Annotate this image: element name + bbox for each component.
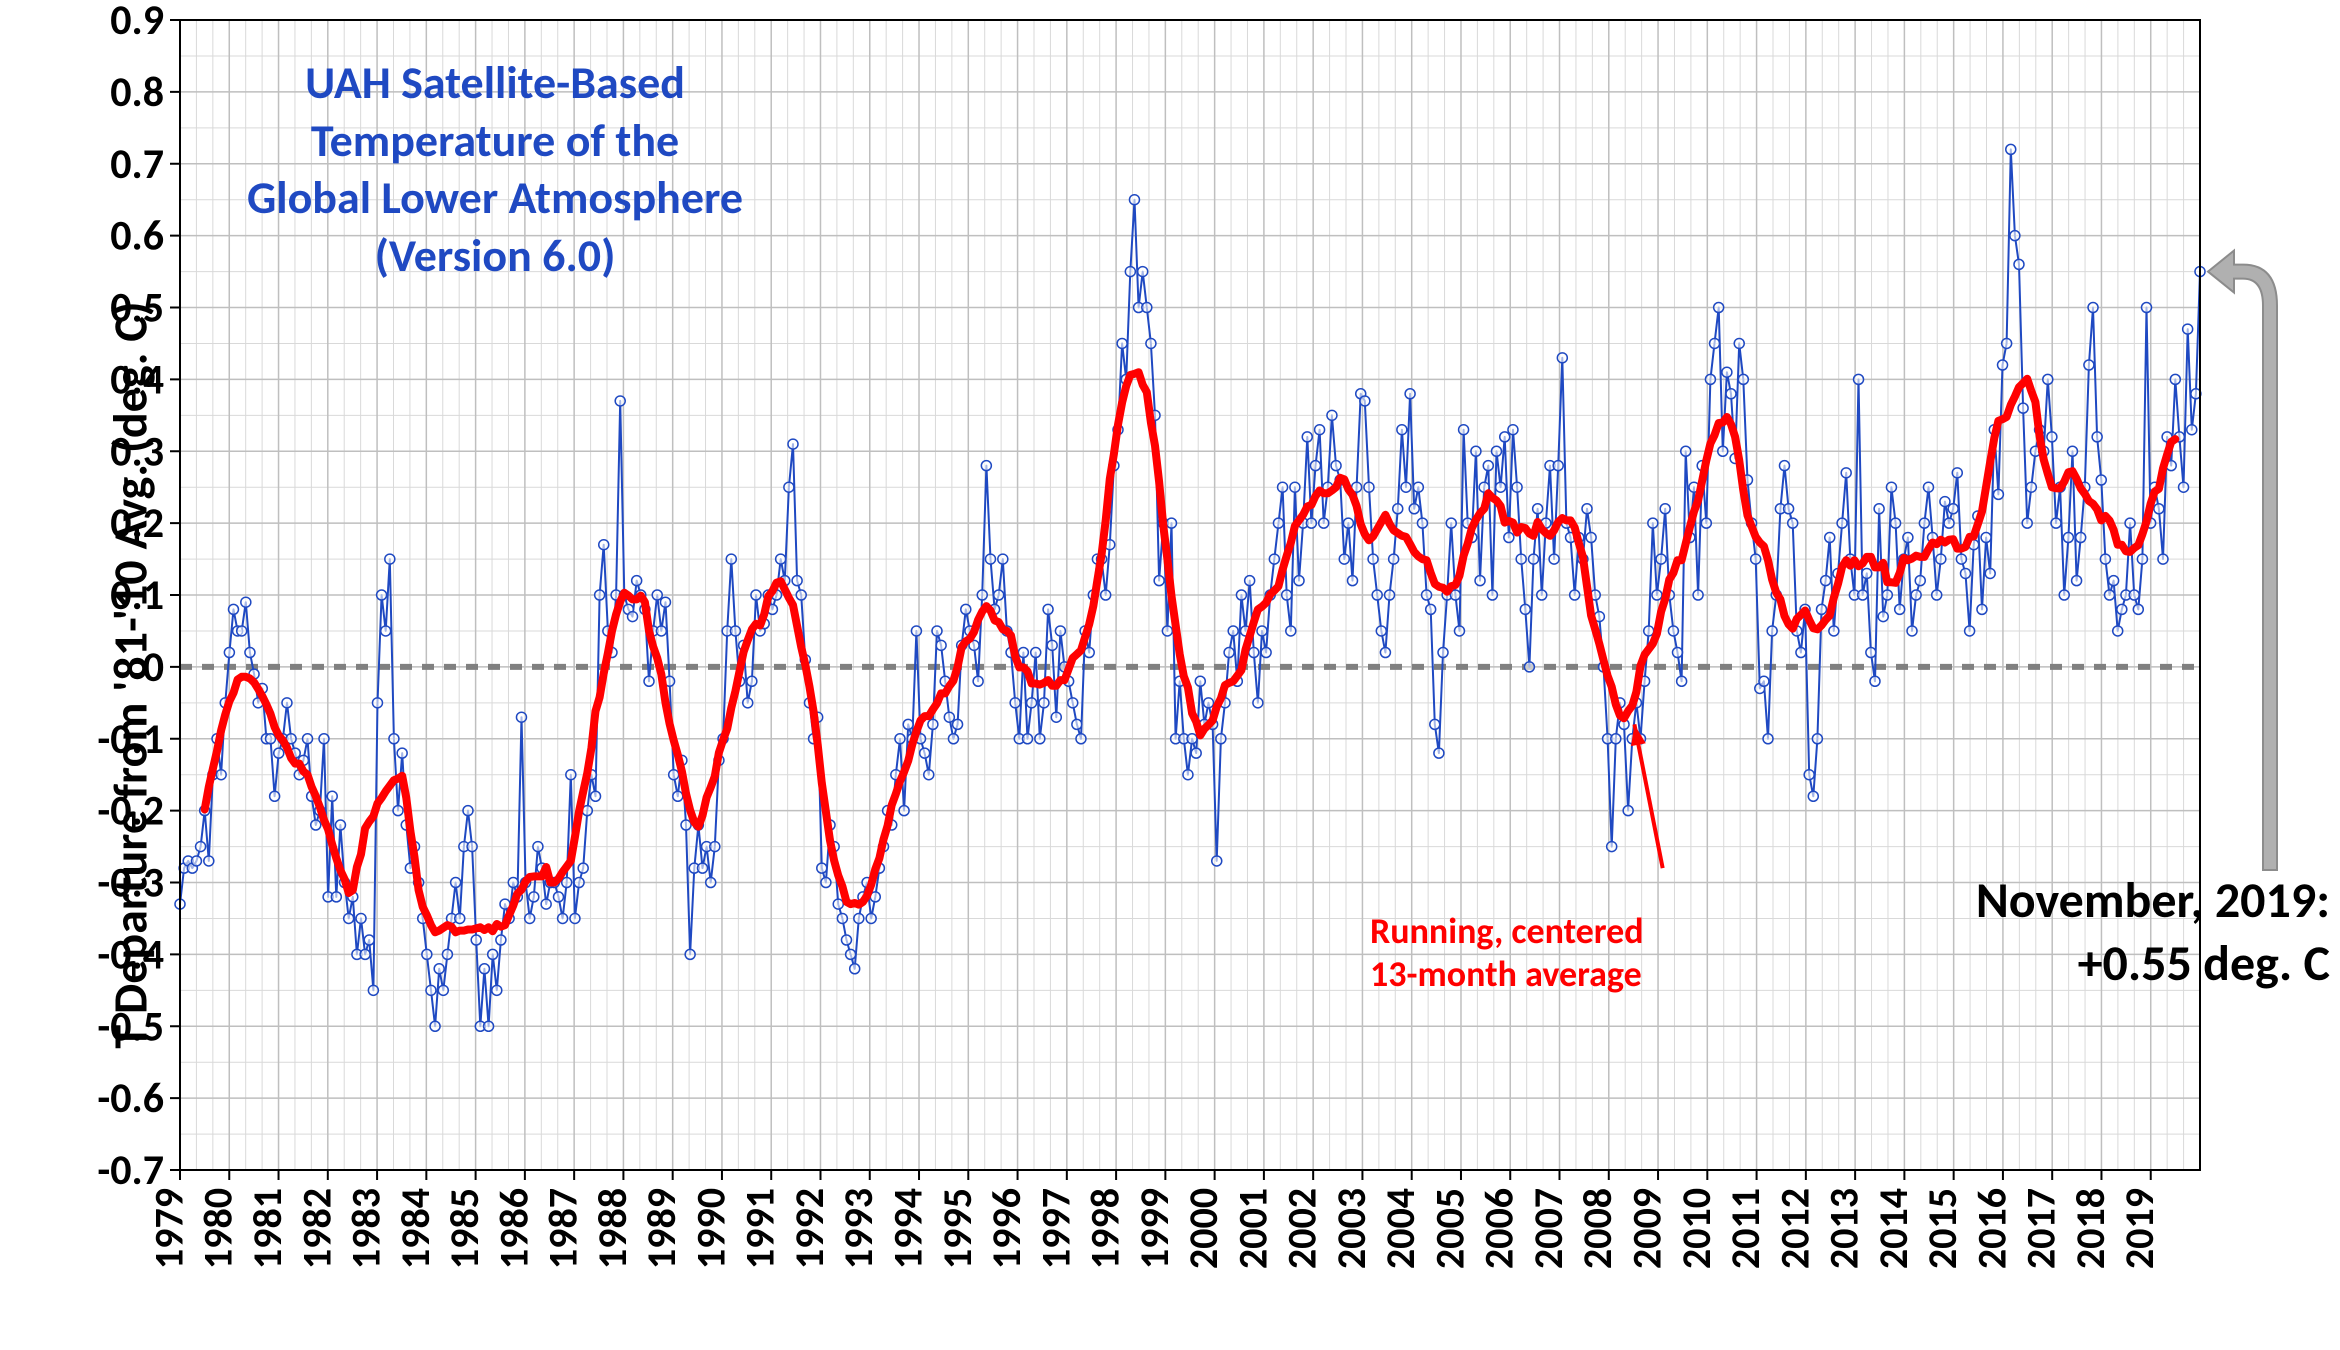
x-tick-label: 2018 [2066, 1188, 2115, 1269]
chart-title: UAH Satellite-BasedTemperature of theGlo… [215, 55, 775, 285]
y-tick-label: 0.7 [110, 139, 164, 190]
x-tick-label: 2009 [1623, 1188, 1672, 1269]
x-tick-label: 1998 [1081, 1188, 1130, 1269]
x-tick-label: 2002 [1278, 1188, 1327, 1269]
x-tick-label: 1993 [834, 1188, 883, 1269]
x-tick-label: 1991 [736, 1188, 785, 1269]
x-tick-label: 1997 [1031, 1188, 1080, 1269]
y-tick-label: 0.8 [110, 67, 164, 118]
x-tick-label: 1989 [637, 1188, 686, 1269]
y-tick-label: -0.6 [97, 1073, 164, 1124]
x-tick-label: 2017 [2017, 1188, 2066, 1269]
x-tick-label: 1996 [982, 1188, 1031, 1269]
x-tick-label: 2003 [1327, 1188, 1376, 1269]
chart-container: T Departure from '81-'10 Avg. (deg. C) -… [0, 0, 2340, 1350]
x-tick-label: 1981 [243, 1188, 292, 1269]
x-tick-label: 1994 [883, 1188, 932, 1269]
x-tick-label: 1982 [292, 1188, 341, 1269]
x-tick-label: 2013 [1820, 1188, 1869, 1269]
x-tick-label: 1984 [391, 1188, 440, 1269]
callout-arrow [2208, 251, 2277, 870]
x-tick-label: 2006 [1475, 1188, 1524, 1269]
x-tick-label: 2014 [1869, 1188, 1918, 1269]
x-tick-label: 2008 [1573, 1188, 1622, 1269]
x-tick-label: 2005 [1425, 1188, 1474, 1269]
x-tick-label: 2010 [1672, 1188, 1721, 1269]
x-tick-label: 1995 [933, 1188, 982, 1269]
x-tick-label: 1992 [785, 1188, 834, 1269]
x-tick-label: 2004 [1376, 1188, 1425, 1269]
y-tick-label: 0.9 [110, 0, 164, 46]
x-tick-label: 1986 [489, 1188, 538, 1269]
x-tick-label: 1988 [588, 1188, 637, 1269]
y-axis-title: T Departure from '81-'10 Avg. (deg. C) [101, 275, 160, 1075]
x-tick-label: 2011 [1721, 1188, 1770, 1269]
x-tick-label: 1985 [440, 1188, 489, 1269]
running-avg-annotation: Running, centered13-month average [1370, 910, 1644, 996]
x-tick-label: 2012 [1770, 1188, 1819, 1269]
x-tick-label: 1979 [144, 1188, 193, 1269]
x-tick-label: 1990 [686, 1188, 735, 1269]
x-tick-label: 2000 [1179, 1188, 1228, 1269]
x-tick-label: 1987 [539, 1188, 588, 1269]
x-tick-label: 2019 [2115, 1188, 2164, 1269]
x-tick-label: 2016 [1967, 1188, 2016, 1269]
y-tick-label: 0.6 [110, 211, 164, 262]
x-tick-label: 1983 [342, 1188, 391, 1269]
x-tick-label: 1999 [1130, 1188, 1179, 1269]
x-tick-label: 2015 [1918, 1188, 1967, 1269]
x-tick-label: 1980 [194, 1188, 243, 1269]
callout-latest-value: November, 2019:+0.55 deg. C [1976, 870, 2330, 995]
x-tick-label: 2007 [1524, 1188, 1573, 1269]
x-tick-label: 2001 [1228, 1188, 1277, 1269]
